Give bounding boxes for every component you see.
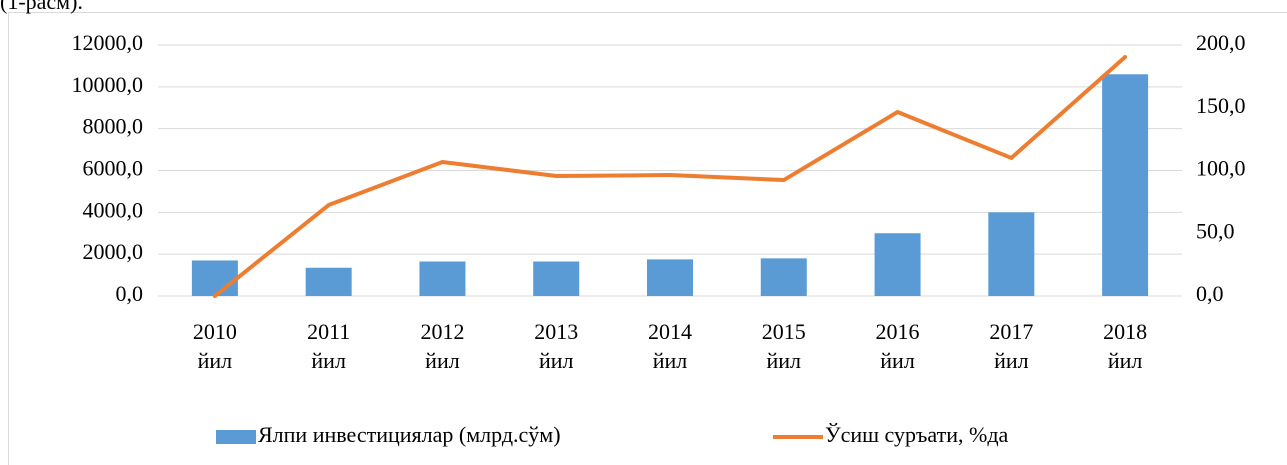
bar — [191, 260, 238, 296]
y-tick-label: 8000,0 — [83, 114, 144, 139]
x-tick-label: 2015 йил — [761, 319, 806, 373]
y2-tick-label: 150,0 — [1196, 93, 1246, 118]
bar — [760, 258, 807, 296]
y-tick-label: 12000,0 — [72, 30, 144, 55]
x-tick-label: 2011 йил — [307, 319, 351, 373]
bar — [874, 233, 921, 296]
x-tick-label: 2010 йил — [192, 319, 237, 373]
x-tick-label: 2013 йил — [534, 319, 579, 373]
caption-fragment: (1-расм). — [0, 0, 83, 14]
bar — [647, 259, 693, 296]
bar — [1102, 74, 1149, 297]
x-tick-label: 2016 йил — [875, 319, 920, 373]
y-tick-label: 0,0 — [116, 281, 144, 306]
y2-tick-label: 50,0 — [1196, 218, 1235, 243]
y-tick-label: 4000,0 — [83, 197, 144, 222]
x-tick-label: 2012 йил — [420, 319, 465, 373]
y-tick-label: 2000,0 — [83, 239, 144, 264]
legend-label: Ўсиш суръати, %да — [825, 422, 1009, 447]
line — [212, 55, 1128, 298]
bar — [419, 261, 466, 296]
legend-swatch — [216, 430, 256, 444]
bar — [305, 267, 352, 296]
bar — [533, 261, 580, 296]
x-tick-label: 2018 йил — [1103, 319, 1148, 373]
bar — [988, 212, 1035, 296]
y2-tick-label: 0,0 — [1196, 281, 1224, 306]
y-tick-label: 10000,0 — [72, 72, 144, 97]
y2-tick-label: 100,0 — [1196, 156, 1246, 181]
y-tick-label: 6000,0 — [83, 156, 144, 181]
chart-border — [8, 12, 1287, 465]
x-tick-label: 2014 йил — [648, 319, 692, 373]
legend-label: Ялпи инвестициялар (млрд.сўм) — [258, 422, 561, 447]
x-tick-label: 2017 йил — [989, 319, 1034, 373]
y2-tick-label: 200,0 — [1196, 30, 1246, 55]
